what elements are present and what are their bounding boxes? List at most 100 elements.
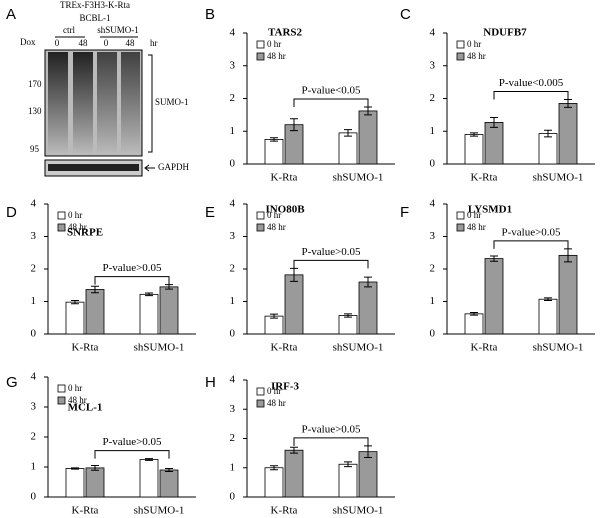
- time-point: 48: [126, 38, 136, 48]
- error-bar: [270, 137, 278, 142]
- y-tick-label: 2: [31, 263, 37, 275]
- significance-bracket: [293, 259, 369, 269]
- error-bar: [344, 461, 352, 468]
- legend-swatch: [256, 399, 265, 408]
- y-tick-label: 4: [31, 198, 37, 210]
- annotation: P-value>0.05: [501, 226, 561, 238]
- y-tick-label: 2: [31, 431, 37, 443]
- annotation: P-value<0.05: [301, 85, 361, 97]
- y-tick-label: 1: [31, 461, 37, 473]
- arrow: [144, 164, 155, 172]
- chart-title: NDUFB7: [483, 27, 527, 39]
- y-tick-label: 1: [430, 125, 436, 137]
- x-tick-label: shSUMO-1: [533, 342, 584, 354]
- error-bar: [544, 297, 552, 302]
- y-tick-label: 4: [430, 27, 436, 39]
- y-tick-label: 4: [230, 374, 236, 386]
- error-bar: [71, 300, 79, 305]
- legend-label: 48 hr: [267, 51, 286, 61]
- y-tick-label: 2: [230, 263, 236, 275]
- y-tick-label: 0: [430, 158, 436, 170]
- y-tick-label: 4: [230, 198, 236, 210]
- significance-bracket: [293, 98, 369, 108]
- significance-bracket: [94, 276, 170, 285]
- blot-lane: [97, 52, 117, 154]
- error-bar: [544, 129, 552, 138]
- bar: [538, 133, 558, 165]
- x-tick-label: K-Rta: [471, 172, 498, 184]
- chart-title: SNRPE: [67, 227, 103, 239]
- bar: [338, 463, 358, 498]
- panel: D SNRPE 0 1 2 3 4 K-Rta shSUMO-1 0 hr 48 hr P-value…: [6, 198, 196, 354]
- bar: [139, 459, 159, 498]
- y-tick-label: 3: [31, 401, 37, 413]
- y-tick-label: 0: [430, 328, 436, 340]
- y-tick-label: 0: [230, 491, 236, 503]
- bar: [65, 468, 85, 498]
- y-tick-label: 3: [230, 403, 236, 415]
- annotation: P-value>0.05: [102, 262, 162, 274]
- x-tick-label: K-Rta: [271, 342, 298, 354]
- y-tick-label: 4: [230, 27, 236, 39]
- y-tick-label: 1: [230, 125, 236, 137]
- significance-bracket: [293, 437, 369, 446]
- y-tick-label: 1: [430, 295, 436, 307]
- error-bar: [71, 467, 79, 470]
- error-bar: [270, 313, 278, 319]
- cell-line: TREx-F3H3-K-Rta: [60, 0, 130, 10]
- blot-band: [48, 164, 139, 171]
- bar: [358, 451, 378, 498]
- bar: [484, 258, 504, 335]
- chart-title: INO80B: [265, 204, 305, 216]
- error-bar: [91, 465, 99, 471]
- bar: [464, 134, 484, 165]
- x-tick-label: shSUMO-1: [134, 505, 185, 517]
- parent-line: BCBL-1: [79, 13, 110, 23]
- time-point: 48: [79, 38, 89, 48]
- time-point: 0: [104, 38, 109, 48]
- band-label: GAPDH: [158, 162, 190, 172]
- y-tick-label: 3: [430, 230, 436, 242]
- significance-bracket: [493, 90, 569, 100]
- error-bar: [270, 465, 278, 471]
- panel: G MCL-1 0 1 2 3 4 K-Rta shSUMO-1 0 hr 48 hr P-value…: [6, 371, 196, 517]
- bar: [358, 110, 378, 165]
- y-tick-label: 2: [430, 92, 436, 104]
- legend-label: 48 hr: [467, 222, 486, 232]
- time-point: 0: [55, 38, 60, 48]
- panel-a: A TREx-F3H3-K-Rta BCBL-1 ctrl shSUMO-1 D…: [6, 0, 190, 177]
- legend-label: 48 hr: [267, 222, 286, 232]
- annotation: P-value>0.05: [301, 423, 361, 435]
- bracket: [148, 54, 153, 153]
- y-tick-label: 2: [430, 263, 436, 275]
- x-tick-label: shSUMO-1: [333, 342, 384, 354]
- marker: 170: [28, 79, 42, 89]
- error-bar: [364, 276, 372, 288]
- legend-label: 0 hr: [267, 210, 281, 220]
- legend-swatch: [456, 52, 465, 61]
- chart-title: TARS2: [268, 27, 303, 39]
- bar: [358, 281, 378, 335]
- panel-letter: B: [205, 6, 215, 23]
- y-tick-label: 1: [230, 461, 236, 473]
- bar: [338, 315, 358, 335]
- panel: E INO80B 0 1 2 3 4 K-Rta shSUMO-1 0 hr 48 hr P-valu…: [205, 198, 395, 354]
- panel: B TARS2 0 1 2 3 4 K-Rta shSUMO-1 0 hr 48 hr P-value…: [205, 6, 395, 184]
- legend-swatch: [256, 387, 265, 396]
- y-tick-label: 3: [430, 59, 436, 71]
- panel-letter: E: [205, 204, 215, 221]
- y-tick-label: 3: [230, 59, 236, 71]
- chart-title: LYSMD1: [468, 204, 512, 216]
- x-tick-label: K-Rta: [72, 342, 99, 354]
- blot-lane: [73, 52, 93, 154]
- bar: [85, 289, 105, 335]
- x-tick-label: K-Rta: [471, 342, 498, 354]
- legend-swatch: [456, 40, 465, 49]
- annotation: P-value>0.05: [102, 436, 162, 448]
- y-tick-label: 2: [230, 92, 236, 104]
- marker: 130: [28, 106, 42, 116]
- x-tick-label: K-Rta: [271, 172, 298, 184]
- panel: F LYSMD1 0 1 2 3 4 K-Rta shSUMO-1 0 hr 48 hr P-valu…: [400, 198, 595, 354]
- x-tick-label: shSUMO-1: [533, 172, 584, 184]
